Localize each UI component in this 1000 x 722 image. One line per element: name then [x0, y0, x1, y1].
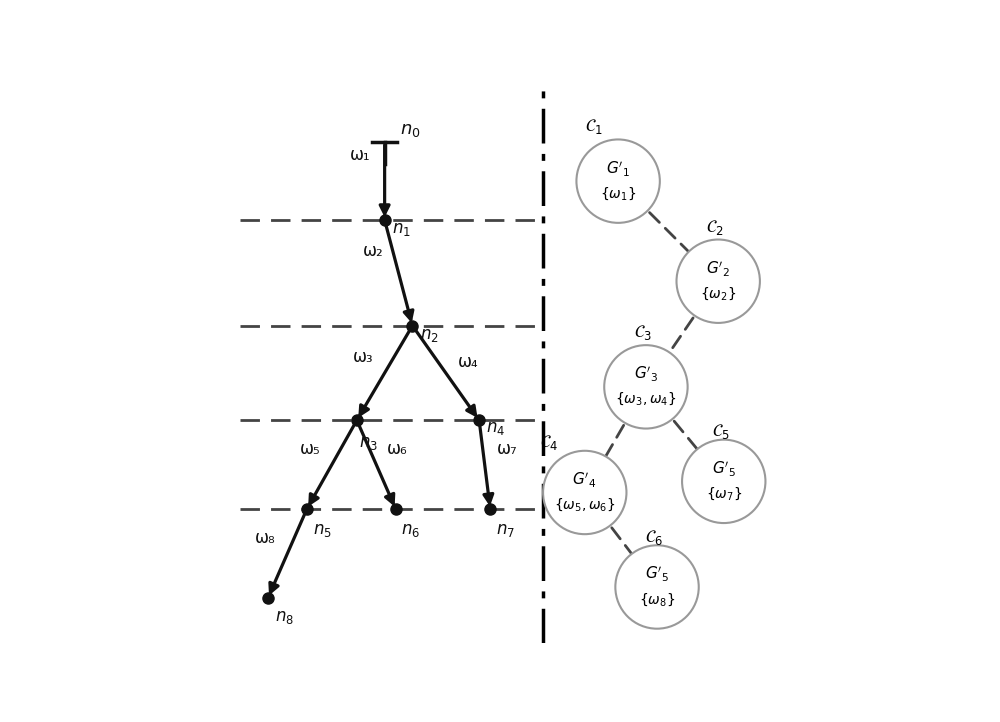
Text: ω₅: ω₅ [300, 440, 320, 458]
Text: $n_{3}$: $n_{3}$ [359, 434, 378, 452]
Circle shape [677, 240, 760, 323]
Circle shape [543, 451, 626, 534]
Text: $G'_5$: $G'_5$ [645, 565, 669, 584]
Text: ω₁: ω₁ [350, 146, 371, 164]
Text: ω₄: ω₄ [458, 353, 479, 371]
Text: $G'_3$: $G'_3$ [634, 365, 658, 384]
Text: $\mathcal{C}_5$: $\mathcal{C}_5$ [712, 422, 730, 441]
Text: $n_0$: $n_0$ [400, 121, 421, 139]
Text: $\mathcal{C}_1$: $\mathcal{C}_1$ [585, 116, 603, 136]
Text: $n_{8}$: $n_{8}$ [275, 608, 294, 626]
Text: $\mathcal{C}_3$: $\mathcal{C}_3$ [634, 323, 652, 342]
Text: $\mathcal{C}_2$: $\mathcal{C}_2$ [706, 218, 724, 237]
Text: $n_{6}$: $n_{6}$ [401, 521, 420, 539]
Text: $G'_2$: $G'_2$ [706, 259, 730, 279]
Circle shape [615, 545, 699, 629]
Text: $\mathcal{C}_6$: $\mathcal{C}_6$ [645, 528, 663, 547]
Text: $\mathcal{C}_4$: $\mathcal{C}_4$ [540, 433, 559, 453]
Circle shape [682, 440, 765, 523]
Text: $n_{2}$: $n_{2}$ [420, 326, 438, 344]
Text: $\{\omega_3,\omega_4\}$: $\{\omega_3,\omega_4\}$ [615, 391, 677, 407]
Text: $\{\omega_2\}$: $\{\omega_2\}$ [700, 285, 736, 302]
Text: ω₈: ω₈ [255, 529, 275, 547]
Text: ω₃: ω₃ [353, 348, 374, 366]
Text: $n_{4}$: $n_{4}$ [486, 419, 506, 437]
Text: $\{\omega_1\}$: $\{\omega_1\}$ [600, 185, 636, 201]
Circle shape [604, 345, 688, 429]
Text: $n_{7}$: $n_{7}$ [496, 521, 515, 539]
Text: $\{\omega_8\}$: $\{\omega_8\}$ [639, 591, 675, 608]
Text: $\{\omega_7\}$: $\{\omega_7\}$ [706, 485, 742, 502]
Text: $\{\omega_5,\omega_6\}$: $\{\omega_5,\omega_6\}$ [554, 496, 616, 513]
Text: ω₆: ω₆ [387, 440, 407, 458]
Text: $G'_4$: $G'_4$ [572, 471, 597, 490]
Text: $n_{1}$: $n_{1}$ [392, 220, 411, 238]
Text: ω₂: ω₂ [362, 242, 383, 260]
Text: ω₇: ω₇ [496, 440, 517, 458]
Text: $G'_5$: $G'_5$ [712, 459, 736, 479]
Circle shape [576, 139, 660, 223]
Text: $n_{5}$: $n_{5}$ [313, 521, 332, 539]
Text: $G'_1$: $G'_1$ [606, 160, 630, 178]
